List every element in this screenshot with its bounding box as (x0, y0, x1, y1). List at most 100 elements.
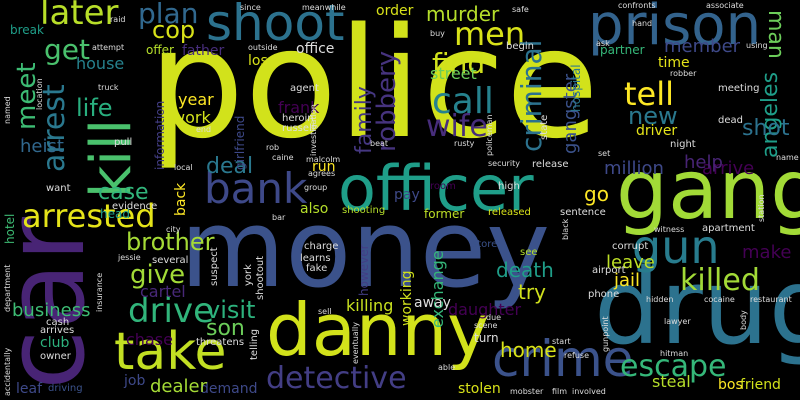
word-pay: pay (394, 187, 420, 203)
word-apartment: apartment (702, 223, 755, 234)
word-angeles: angeles (758, 71, 783, 158)
word-gun: gun (632, 220, 720, 274)
word-rob: rob (266, 143, 280, 152)
word-truck: truck (98, 83, 119, 92)
word-give: give (130, 260, 186, 290)
word-raid: raid (110, 15, 126, 24)
word-film: film (552, 387, 568, 396)
word-eventually: eventually (351, 322, 360, 364)
word-russell: russell (282, 123, 315, 134)
word-hospital: hospital (569, 64, 583, 112)
word-cartel: cartel (140, 282, 186, 301)
word-turn: turn (474, 331, 499, 345)
word-office: office (296, 41, 335, 57)
word-order: order (376, 3, 414, 19)
word-man: man (763, 10, 788, 59)
word-detective: detective (266, 361, 407, 396)
word-since: since (240, 3, 261, 12)
word-security: security (488, 159, 520, 168)
word-shooting: shooting (342, 205, 386, 216)
word-deal: deal (206, 154, 254, 179)
word-arrested: arrested (22, 197, 156, 235)
word-hidden: hidden (646, 295, 674, 304)
word-safe: safe (512, 5, 529, 14)
word-police: police (148, 0, 600, 172)
word-new: new (628, 102, 678, 130)
word-gang: gang (616, 143, 800, 238)
word-hotel: hotel (3, 213, 17, 244)
word-end: end (196, 125, 212, 134)
word-named: named (3, 96, 12, 124)
word-prison: prison (588, 0, 762, 58)
word-crime: crime (492, 330, 634, 388)
word-telling: telling (249, 328, 260, 360)
word-associate: associate (706, 1, 744, 10)
word-able: able (438, 363, 456, 372)
word-robber: robber (670, 69, 697, 78)
word-department: department (3, 264, 12, 312)
word-body: body (739, 310, 748, 330)
word-help: help (684, 152, 723, 173)
word-break: break (10, 23, 44, 37)
word-daughter: daughter (448, 300, 522, 319)
word-arrives: arrives (40, 325, 75, 336)
word-heroin: heroin (282, 113, 314, 124)
word-information: information (153, 100, 167, 170)
word-high: high (498, 181, 520, 192)
word-find: find (432, 47, 486, 80)
word-back: back (173, 182, 189, 216)
word-try: try (518, 280, 546, 304)
word-arrest: arrest (37, 84, 72, 172)
word-corrupt: corrupt (612, 241, 649, 252)
word-former: former (424, 207, 465, 221)
word-home: home (500, 338, 557, 362)
word-phone: phone (588, 289, 620, 300)
word-shoot: shoot (206, 0, 345, 52)
word-night: night (670, 139, 696, 150)
word-driving: driving (48, 383, 83, 394)
word-steal: steal (652, 372, 691, 391)
word-bank: bank (204, 164, 308, 213)
word-drive: drive (128, 291, 215, 331)
word-lawyer: lawyer (664, 317, 691, 326)
word-several: several (152, 255, 189, 266)
word-using: using (746, 41, 768, 50)
word-life: life (76, 94, 113, 122)
word-involved: involved (572, 387, 606, 396)
word-york: york (243, 264, 254, 286)
word-job: job (124, 373, 146, 389)
word-robbery: robbery (372, 50, 402, 152)
word-gunpoint: gunpoint (601, 316, 610, 352)
word-murder: murder (426, 2, 500, 26)
word-witness: witness (654, 225, 685, 234)
word-father: father (182, 43, 225, 59)
word-friend: friend (740, 377, 781, 393)
word-agent: agent (290, 83, 319, 94)
word-brother: brother (126, 228, 215, 256)
word-accidentally: accidentally (3, 347, 12, 396)
word-later: later (40, 0, 119, 33)
word-attempt: attempt (92, 43, 125, 52)
word-name: name (776, 153, 799, 162)
word-work: work (172, 108, 211, 127)
word-meeting: meeting (718, 83, 760, 94)
word-plan: plan (138, 0, 199, 30)
word-million: million (604, 158, 664, 179)
word-chase: chase (126, 330, 173, 349)
word-begin: begin (506, 41, 534, 52)
word-mobster: mobster (510, 387, 544, 396)
word-airport: airport (592, 265, 626, 276)
word-beat: beat (370, 139, 389, 148)
word-member: member (664, 36, 741, 57)
word-location: location (35, 78, 44, 110)
word-killed: killed (680, 263, 760, 298)
word-offer: offer (146, 43, 174, 57)
word-jessie: jessie (118, 253, 141, 262)
word-insurance: insurance (95, 272, 104, 312)
word-sentence: sentence (560, 207, 606, 218)
word-rusty: rusty (454, 139, 475, 148)
word-heist: heist (20, 136, 64, 157)
word-house: house (76, 54, 125, 73)
